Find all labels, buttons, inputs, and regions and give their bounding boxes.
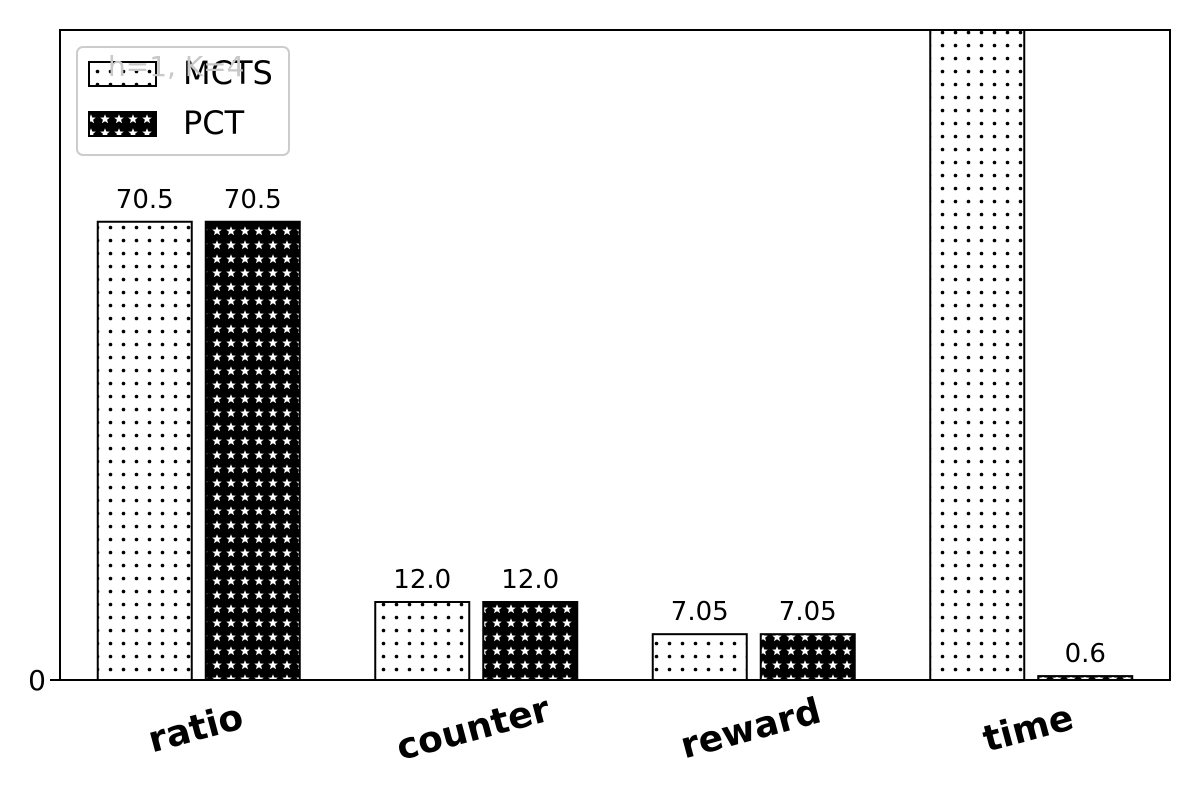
x-tick-ratio: ratio (144, 697, 248, 762)
plot-frame (59, 29, 1171, 681)
x-tick-time: time (979, 697, 1078, 760)
bar-mcts-time (929, 29, 1026, 681)
value-label-mcts-counter: 12.0 (393, 565, 451, 595)
value-label-mcts-reward: 7.05 (671, 597, 729, 627)
bar-pct-counter (482, 601, 579, 681)
bar-pct-reward (759, 633, 856, 681)
legend-label-pct: PCT (183, 104, 245, 142)
value-label-pct-counter: 12.0 (501, 565, 559, 595)
bars-layer (96, 29, 1134, 681)
y-tick-label-0: 0 (28, 664, 46, 697)
legend-swatch-pct (88, 111, 157, 137)
bar-pct-ratio (204, 220, 301, 681)
bar-mcts-reward (651, 633, 748, 681)
value-label-mcts-ratio: 70.5 (116, 185, 174, 215)
value-label-pct-reward: 7.05 (779, 597, 837, 627)
legend: MCTS PCT (76, 46, 290, 156)
chart-annotation: h=1, K=4 (108, 50, 244, 83)
bar-mcts-counter (374, 601, 471, 681)
bar-mcts-ratio (96, 220, 193, 681)
value-labels-layer: 70.5 70.5 12.0 12.0 7.05 7.05 0.6 (116, 185, 1106, 669)
x-tick-reward: reward (676, 691, 825, 768)
value-label-pct-time: 0.6 (1065, 639, 1106, 669)
legend-label-mcts: MCTS (183, 54, 273, 92)
legend-swatch-mcts (88, 61, 157, 87)
x-tick-counter: counter (392, 689, 554, 769)
value-label-pct-ratio: 70.5 (224, 185, 282, 215)
